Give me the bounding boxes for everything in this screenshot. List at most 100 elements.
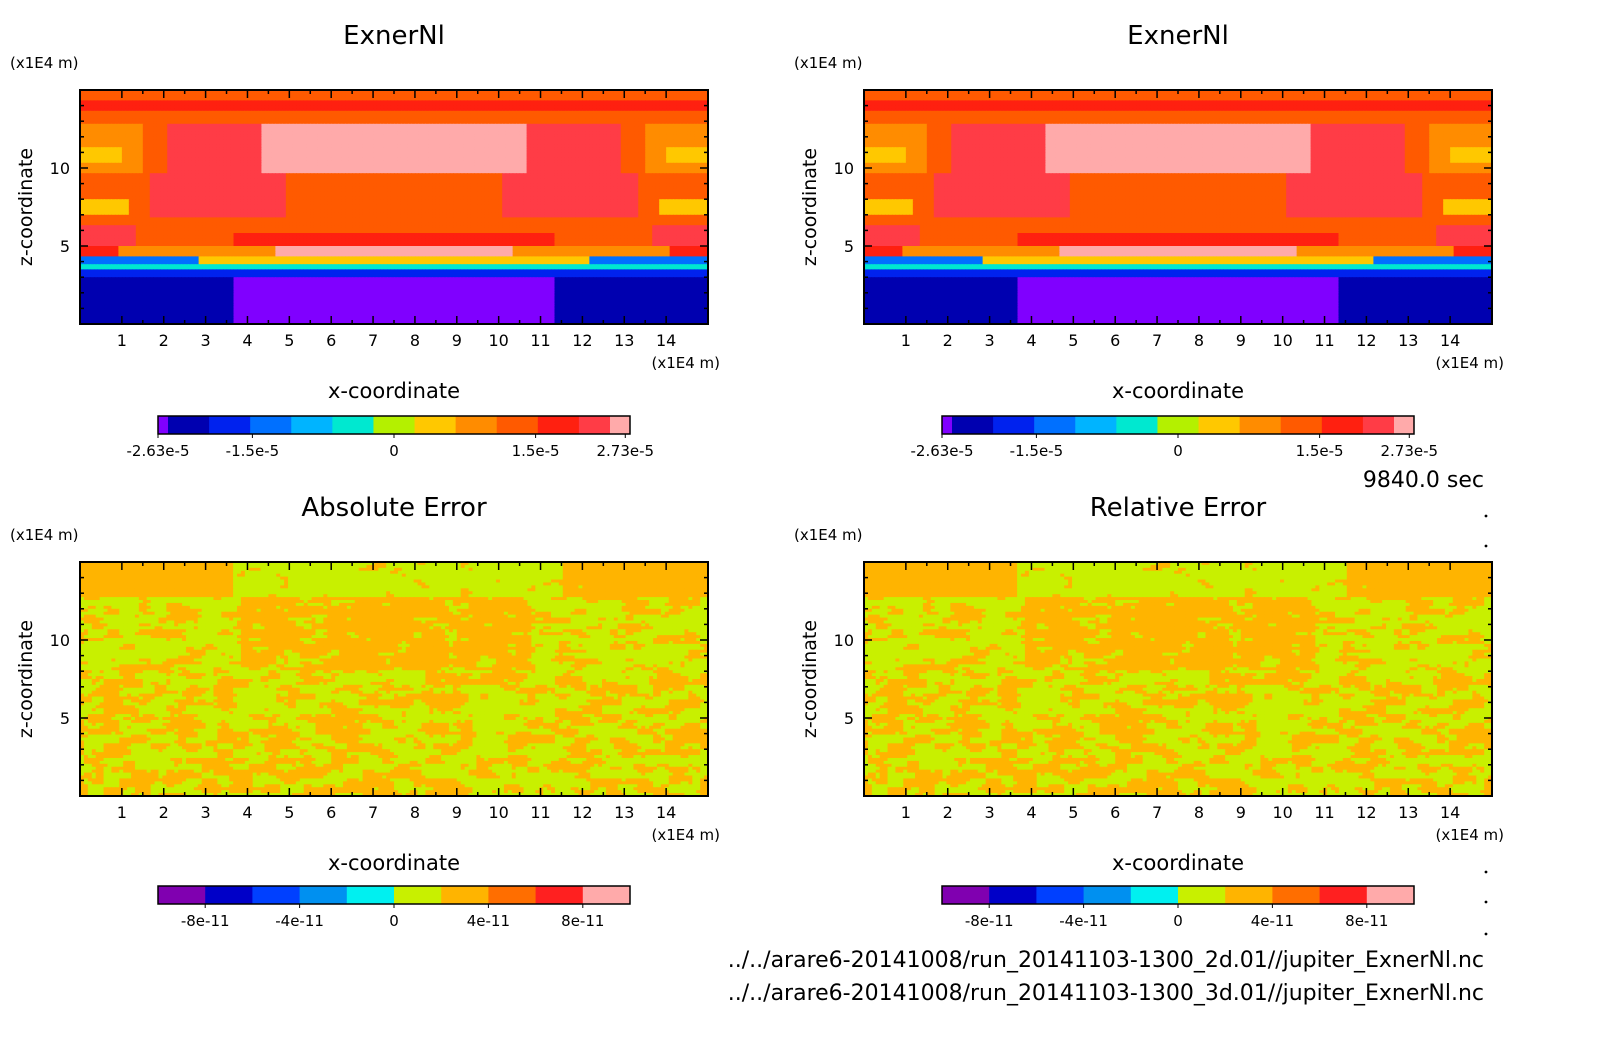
x-tick-label: 8 xyxy=(410,803,420,822)
x-axis-label: x-coordinate xyxy=(1112,851,1244,875)
y-tick-label: 5 xyxy=(844,237,854,256)
x-tick-label: 11 xyxy=(530,803,550,822)
margin-dot xyxy=(1485,871,1488,874)
x-unit-label: (x1E4 m) xyxy=(651,354,720,372)
x-tick-label: 4 xyxy=(242,803,252,822)
x-tick-label: 8 xyxy=(410,331,420,350)
file-path-2d: ../../arare6-20141008/run_20141103-1300_… xyxy=(728,948,1484,973)
y-axis-label: z-coordinate xyxy=(15,620,37,738)
colorbar-label: 8e-11 xyxy=(561,912,604,930)
colorbar-swatch xyxy=(1320,886,1368,904)
x-tick-label: 12 xyxy=(572,331,592,350)
x-tick-label: 4 xyxy=(242,331,252,350)
colorbar-swatch xyxy=(1157,416,1199,434)
x-unit-label: (x1E4 m) xyxy=(651,826,720,844)
x-tick-label: 14 xyxy=(1440,803,1460,822)
x-tick-label: 7 xyxy=(368,331,378,350)
colorbar-swatch xyxy=(250,416,292,434)
colorbar-label: -4e-11 xyxy=(1059,912,1108,930)
colorbar-swatch xyxy=(456,416,498,434)
colorbar-swatch xyxy=(583,886,631,904)
contour-field xyxy=(80,90,709,325)
x-tick-label: 5 xyxy=(284,331,294,350)
colorbar-swatch xyxy=(610,416,631,434)
colorbar-swatch xyxy=(1084,886,1132,904)
figure-canvas: ExnerNl(x1E4 m)1 2 3 4 5 6 7 8 9 10 11 12 13 14(x1E4 … xyxy=(0,0,1604,1054)
x-tick-label: 9 xyxy=(452,803,462,822)
colorbar: -8e-11 -4e-11 0 4e-11 8e-11 xyxy=(158,886,631,930)
colorbar-swatch xyxy=(1322,416,1364,434)
x-tick-label: 3 xyxy=(201,331,211,350)
colorbar-swatch xyxy=(291,416,333,434)
colorbar-swatch xyxy=(1034,416,1076,434)
x-tick-label: 3 xyxy=(985,331,995,350)
colorbar-swatch xyxy=(1367,886,1415,904)
x-tick-label: 10 xyxy=(488,803,508,822)
x-tick-label: 1 xyxy=(117,331,127,350)
colorbar-swatch xyxy=(1036,886,1084,904)
panel-3: Absolute Error(x1E4 m)1 2 3 4 5 6 7 8 9 10 11 12 13 1… xyxy=(10,493,720,930)
x-tick-label: 6 xyxy=(1110,331,1120,350)
colorbar-swatch xyxy=(1240,416,1282,434)
x-axis-label: x-coordinate xyxy=(328,851,460,875)
time-label: 9840.0 sec xyxy=(1363,468,1484,493)
x-tick-label: 13 xyxy=(614,803,634,822)
x-tick-label: 8 xyxy=(1194,331,1204,350)
y-tick-label: 5 xyxy=(844,709,854,728)
colorbar-swatch xyxy=(1116,416,1158,434)
x-tick-label: 4 xyxy=(1026,803,1036,822)
panel-title: ExnerNl xyxy=(343,21,445,51)
x-tick-label: 12 xyxy=(1356,331,1376,350)
x-tick-label: 11 xyxy=(530,331,550,350)
x-tick-label: 2 xyxy=(943,331,953,350)
x-tick-label: 10 xyxy=(1272,803,1292,822)
y-tick-label: 5 xyxy=(60,709,70,728)
x-tick-label: 11 xyxy=(1314,331,1334,350)
colorbar-swatch xyxy=(1394,416,1415,434)
file-path-3d: ../../arare6-20141008/run_20141103-1300_… xyxy=(728,981,1484,1006)
colorbar-swatch xyxy=(252,886,300,904)
x-unit-label: (x1E4 m) xyxy=(1435,826,1504,844)
panel-4: Relative Error(x1E4 m)1 2 3 4 5 6 7 8 9 10 11 12 13 1… xyxy=(794,493,1504,930)
colorbar-label: 8e-11 xyxy=(1345,912,1388,930)
colorbar-label: 0 xyxy=(1173,442,1183,460)
colorbar-label: 4e-11 xyxy=(467,912,510,930)
x-tick-label: 12 xyxy=(572,803,592,822)
margin-dot xyxy=(1485,933,1488,936)
x-tick-label: 6 xyxy=(326,803,336,822)
y-unit-label: (x1E4 m) xyxy=(10,54,79,72)
x-tick-label: 13 xyxy=(614,331,634,350)
x-tick-label: 13 xyxy=(1398,803,1418,822)
colorbar-label: -1.5e-5 xyxy=(1010,442,1063,460)
colorbar-swatch xyxy=(1363,416,1395,434)
colorbar-swatch xyxy=(1225,886,1273,904)
colorbar-swatch xyxy=(1272,886,1320,904)
x-tick-label: 8 xyxy=(1194,803,1204,822)
colorbar-swatch xyxy=(1131,886,1179,904)
panel-title: ExnerNl xyxy=(1127,21,1229,51)
colorbar-swatch xyxy=(952,416,994,434)
y-axis-label: z-coordinate xyxy=(15,148,37,266)
y-tick-label: 10 xyxy=(834,631,854,650)
y-unit-label: (x1E4 m) xyxy=(794,54,863,72)
colorbar-swatch xyxy=(347,886,395,904)
margin-dot xyxy=(1485,515,1488,518)
x-tick-label: 2 xyxy=(943,803,953,822)
x-tick-label: 1 xyxy=(901,803,911,822)
y-tick-label: 10 xyxy=(834,159,854,178)
colorbar-label: 0 xyxy=(389,912,399,930)
colorbar-swatch xyxy=(441,886,489,904)
contour-field xyxy=(864,562,1493,797)
colorbar-label: 0 xyxy=(1173,912,1183,930)
x-tick-label: 6 xyxy=(1110,803,1120,822)
colorbar-swatch xyxy=(1075,416,1117,434)
colorbar-swatch xyxy=(942,886,990,904)
x-axis-label: x-coordinate xyxy=(328,379,460,403)
colorbar-label: 1.5e-5 xyxy=(1296,442,1344,460)
colorbar-swatch xyxy=(497,416,539,434)
y-axis-label: z-coordinate xyxy=(799,620,821,738)
y-unit-label: (x1E4 m) xyxy=(10,526,79,544)
x-tick-label: 3 xyxy=(985,803,995,822)
colorbar-label: -2.63e-5 xyxy=(911,442,974,460)
colorbar-swatch xyxy=(205,886,253,904)
